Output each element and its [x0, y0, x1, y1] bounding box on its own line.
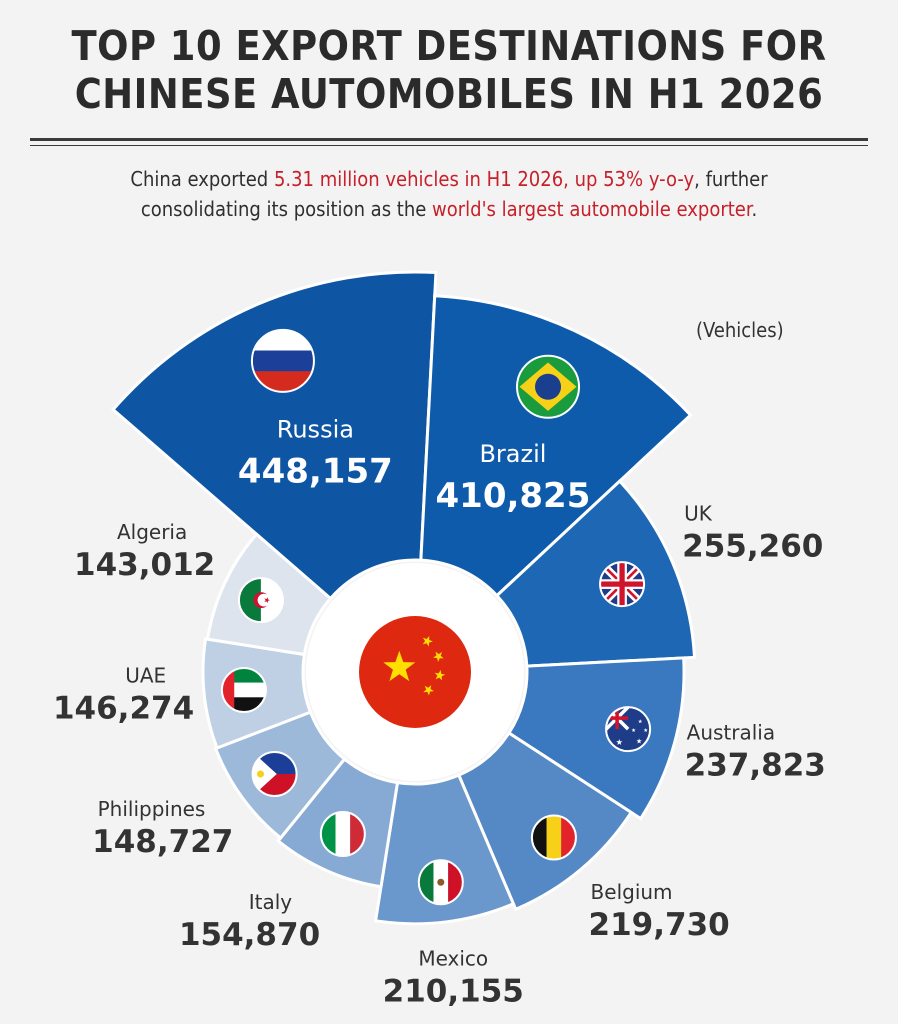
value-uae: 146,274	[53, 691, 194, 727]
chart-labels: Russia 448,157 Brazil 410,825 UK 255,260 Austr…	[53, 415, 826, 1009]
subtitle-highlight-largest-exporter: world's largest automobile exporter	[432, 197, 752, 221]
label-mexico: Mexico	[418, 946, 488, 970]
label-uae: UAE	[125, 664, 166, 688]
title-line-1: TOP 10 EXPORT DESTINATIONS FOR	[71, 22, 827, 70]
brazil-flag-icon	[516, 354, 581, 419]
page-title: TOP 10 EXPORT DESTINATIONS FOR CHINESE A…	[0, 22, 898, 118]
value-uk: 255,260	[682, 528, 823, 564]
subtitle-text: , further	[694, 167, 768, 191]
subtitle-text: .	[751, 197, 758, 221]
unit-label: (Vehicles)	[696, 318, 784, 342]
algeria-flag-icon	[237, 577, 284, 624]
value-belgium: 219,730	[589, 907, 730, 943]
subtitle-highlight-exports: 5.31 million vehicles in H1 2026, up 53%…	[273, 167, 695, 191]
chart-flags	[220, 328, 652, 906]
mexico-flag-icon	[417, 859, 464, 906]
philippines-flag-icon	[251, 751, 298, 798]
subtitle-line-1: China exported 5.31 million vehicles in …	[0, 164, 898, 194]
label-philippines: Philippines	[98, 797, 206, 821]
label-australia: Australia	[687, 721, 775, 745]
subtitle-text: China exported	[130, 167, 274, 191]
value-brazil: 410,825	[436, 476, 591, 516]
uk-flag-icon	[599, 561, 646, 608]
slice-russia	[110, 270, 438, 601]
value-italy: 154,870	[179, 917, 320, 953]
subtitle-text: consolidating its position as the	[140, 197, 433, 221]
subtitle: China exported 5.31 million vehicles in …	[0, 164, 898, 224]
china-flag-icon	[359, 616, 471, 728]
slice-australia	[506, 656, 686, 821]
slice-mexico	[373, 773, 516, 926]
value-russia: 448,157	[238, 451, 393, 491]
title-line-2: CHINESE AUTOMOBILES IN H1 2026	[74, 70, 824, 118]
title-divider-thick	[30, 138, 868, 141]
value-philippines: 148,727	[92, 824, 233, 860]
slice-brazil	[419, 294, 693, 598]
label-uk: UK	[684, 501, 713, 525]
italy-flag-icon	[319, 811, 366, 858]
label-algeria: Algeria	[117, 520, 187, 544]
value-algeria: 143,012	[74, 547, 215, 583]
label-belgium: Belgium	[591, 880, 673, 904]
subtitle-line-2: consolidating its position as the world'…	[0, 194, 898, 224]
title-divider-thin	[30, 145, 868, 146]
value-australia: 237,823	[685, 748, 826, 784]
uae-flag-icon	[220, 666, 267, 713]
value-mexico: 210,155	[383, 973, 524, 1009]
center-hub	[306, 563, 524, 781]
russia-flag-icon	[250, 328, 315, 393]
belgium-flag-icon	[530, 814, 577, 861]
label-italy: Italy	[249, 890, 293, 914]
australia-flag-icon	[605, 706, 652, 753]
label-russia: Russia	[277, 415, 354, 443]
label-brazil: Brazil	[479, 440, 546, 468]
slice-uk	[494, 478, 697, 668]
